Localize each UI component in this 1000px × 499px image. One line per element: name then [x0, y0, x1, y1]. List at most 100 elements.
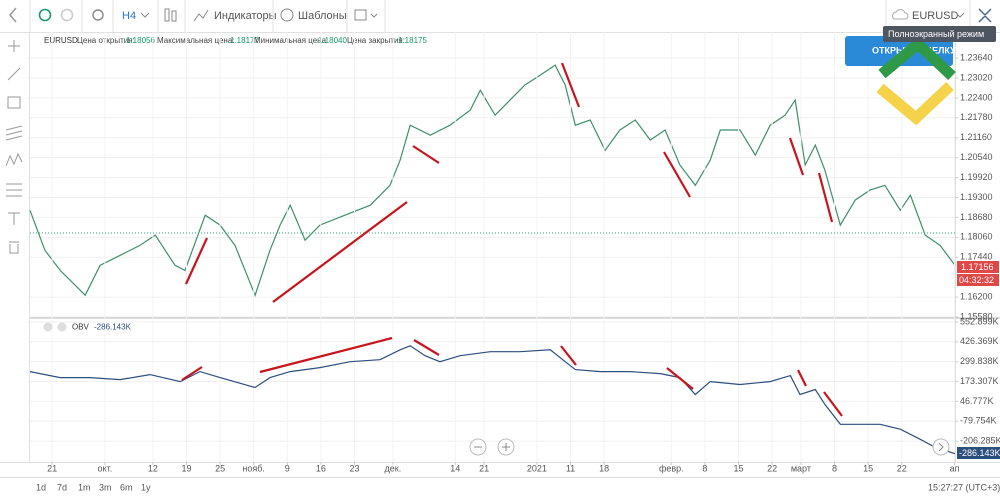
chart-type-button[interactable]	[164, 8, 170, 22]
toolbar: H4 Индикаторы Шаблоны EURUSD	[9, 0, 992, 32]
fullscreen-button[interactable]	[978, 8, 992, 23]
y-tick-label: 1.21160	[960, 132, 992, 142]
x-tick-label: 2021	[527, 463, 547, 473]
timeframe[interactable]: H4	[122, 10, 136, 22]
timeframe-caret	[140, 12, 150, 18]
x-tick-label: февр.	[659, 463, 684, 473]
y-tick-label: 1.15580	[960, 311, 993, 321]
x-tick-label: дек.	[385, 463, 402, 473]
x-tick-label: 22	[767, 463, 777, 473]
range-button[interactable]: 1d	[36, 482, 46, 492]
x-tick-label: 25	[215, 463, 225, 473]
y-tick-label: 173.307K	[960, 376, 999, 386]
crosshair-tool[interactable]	[8, 40, 20, 52]
settings-button[interactable]	[92, 9, 104, 21]
indicators-button[interactable]: Индикаторы	[214, 10, 277, 22]
scroll-right[interactable]	[932, 438, 950, 456]
last-price-badge	[957, 261, 999, 273]
line-tool[interactable]	[7, 67, 21, 81]
y-tick-label: 1.18680	[960, 212, 993, 222]
y-tick-label: 1.19300	[960, 192, 993, 202]
trend-annotations	[181, 62, 843, 417]
x-tick-label: 8	[832, 463, 837, 473]
logo-yellow	[876, 81, 954, 126]
x-tick-label: 19	[181, 463, 191, 473]
y-tick-label: -206.285K	[960, 436, 1000, 446]
logo-green	[878, 36, 956, 81]
calendar-button[interactable]	[354, 9, 367, 21]
drawing-tools	[5, 40, 23, 254]
y-tick-label: 1.18060	[960, 232, 993, 242]
obv-badge	[957, 447, 1000, 459]
cloud-icon	[892, 9, 909, 20]
high-label: Максимальная цена:	[157, 36, 235, 45]
y-tick-label: 1.20540	[960, 152, 993, 162]
indicator-settings[interactable]	[57, 322, 67, 332]
x-tick-label: 22	[897, 463, 907, 473]
rect-tool[interactable]	[7, 96, 21, 109]
delete-tool[interactable]	[9, 241, 19, 254]
range-button[interactable]: 7d	[57, 482, 67, 492]
obv-last: -286.143K	[959, 448, 1000, 458]
countdown-badge	[957, 274, 999, 286]
x-tick-label: март	[791, 463, 811, 473]
x-tick-label: 21	[479, 463, 489, 473]
x-tick-label: 23	[349, 463, 359, 473]
x-tick-label: 14	[450, 463, 460, 473]
x-tick-label: нояб.	[242, 463, 265, 473]
range-button[interactable]: 6m	[120, 482, 133, 492]
open-value: 1.18056	[126, 36, 155, 45]
ohlc-legend: EURUSD Цена открытия: 1.18056 Максимальн…	[44, 36, 427, 45]
open-label: Цена открытия:	[77, 36, 135, 45]
series-line	[29, 345, 956, 455]
x-tick-label: 12	[148, 463, 158, 473]
y-tick-label: 552.899K	[960, 316, 999, 326]
fib-tool[interactable]	[6, 183, 22, 197]
x-tick-label: ап	[950, 463, 960, 473]
range-button[interactable]: 3m	[99, 482, 112, 492]
tooltip-text: Полноэкранный режим	[888, 29, 984, 39]
y-tick-label: 46.777K	[960, 396, 994, 406]
close-label: Цена закрытия:	[347, 36, 405, 45]
x-tick-label: 15	[734, 463, 744, 473]
indicator-close[interactable]	[43, 322, 53, 332]
x-tick-label: окт.	[98, 463, 113, 473]
high-value: 1.18177	[230, 36, 259, 45]
close-value: 1.18175	[398, 36, 427, 45]
y-tick-label: -79.754K	[960, 416, 997, 426]
redo-button[interactable]	[60, 8, 74, 22]
pattern-tool[interactable]	[5, 152, 23, 167]
plots: 1.23640 1.23020 1.22400 1.21780 1.21160 1.205…	[29, 32, 1000, 473]
channel-tool[interactable]	[5, 125, 23, 141]
indicator-value: -286.143K	[94, 323, 132, 332]
back-button[interactable]	[9, 7, 17, 23]
x-tick-label: 18	[599, 463, 609, 473]
text-tool[interactable]	[8, 212, 20, 225]
low-value: 1.18040	[318, 36, 347, 45]
x-tick-label: 11	[566, 463, 575, 473]
symbol-selector[interactable]: EURUSD	[912, 10, 959, 22]
range-button[interactable]: 1m	[78, 482, 91, 492]
series-line	[29, 64, 956, 297]
range-button[interactable]: 1y	[141, 482, 151, 492]
y-tick-label: 299.838K	[960, 356, 999, 366]
y-tick-label: 1.23020	[960, 72, 993, 82]
y-tick-label: 1.21780	[960, 112, 993, 122]
undo-button[interactable]	[38, 8, 52, 22]
y-tick-label: 1.19920	[960, 172, 993, 182]
indicators-icon	[193, 9, 209, 22]
x-tick-label: 8	[702, 463, 707, 473]
y-tick-label: 426.369K	[960, 336, 999, 346]
templates-button[interactable]: Шаблоны	[298, 10, 347, 22]
y-tick-label: 1.16200	[960, 291, 993, 301]
x-tick-label: 9	[285, 463, 290, 473]
low-label: Минимальная цена:	[254, 36, 328, 45]
tooltip	[883, 26, 996, 42]
last-price: 1.17156	[961, 262, 994, 272]
countdown: 04:32:32	[959, 275, 994, 285]
footer: 1d 7d 1m 3m 6m 1y	[36, 482, 151, 492]
y-tick-label: 1.23640	[960, 52, 993, 62]
x-tick-label: 16	[316, 463, 326, 473]
clock: 15:27:27 (UTC+3)	[928, 482, 1000, 492]
